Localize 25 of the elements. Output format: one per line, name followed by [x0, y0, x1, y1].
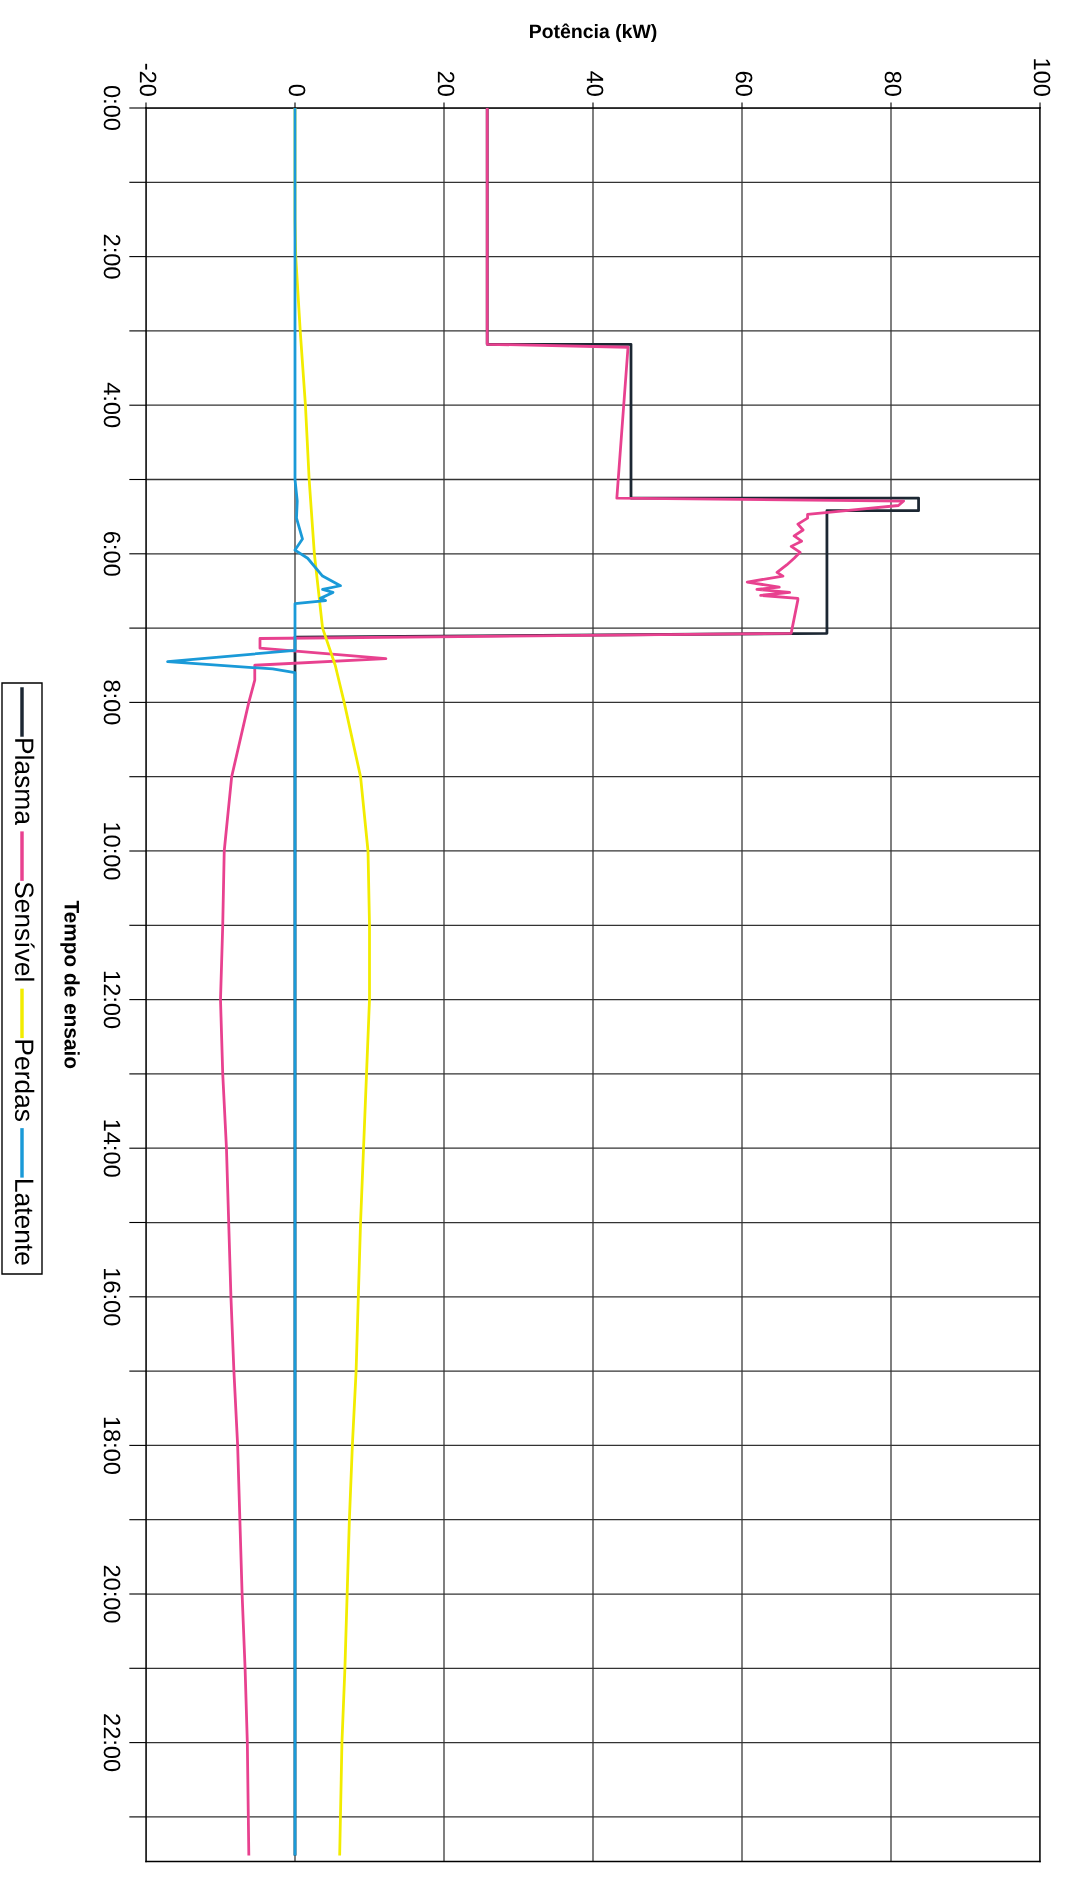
y-tick-label: 18:00 [103, 1417, 121, 1475]
x-tick-label: 60 [735, 71, 753, 96]
x-tick-label: 20 [437, 71, 455, 96]
y-tick-label: 12:00 [103, 971, 121, 1029]
legend-label: Perdas [14, 1040, 35, 1122]
x-axis-title: Potência (kW) [530, 23, 657, 43]
x-tick-label: 100 [1033, 59, 1051, 96]
y-tick-label: 6:00 [103, 532, 121, 576]
x-tick-label: -20 [139, 63, 157, 96]
x-tick-label: 0 [288, 84, 306, 96]
y-tick-label: 14:00 [103, 1120, 121, 1177]
y-tick-label: 10:00 [103, 823, 121, 880]
y-tick-label: 22:00 [103, 1714, 121, 1772]
y-tick-label: 2:00 [103, 234, 121, 279]
y-tick-label: 4:00 [103, 382, 121, 428]
x-tick-label: 40 [586, 71, 604, 96]
y-tick-label: 20:00 [103, 1565, 121, 1623]
y-tick-label: 16:00 [103, 1269, 121, 1326]
x-tick-label: 80 [884, 71, 902, 96]
y-axis-title: Tempo de ensaio [60, 900, 80, 1069]
legend-label: Latente [14, 1180, 34, 1265]
legend-label: Sensível [14, 882, 35, 981]
y-tick-label: 8:00 [103, 680, 121, 725]
y-tick-label: 0:00 [103, 85, 121, 131]
legend-label: Plasma [14, 739, 35, 825]
